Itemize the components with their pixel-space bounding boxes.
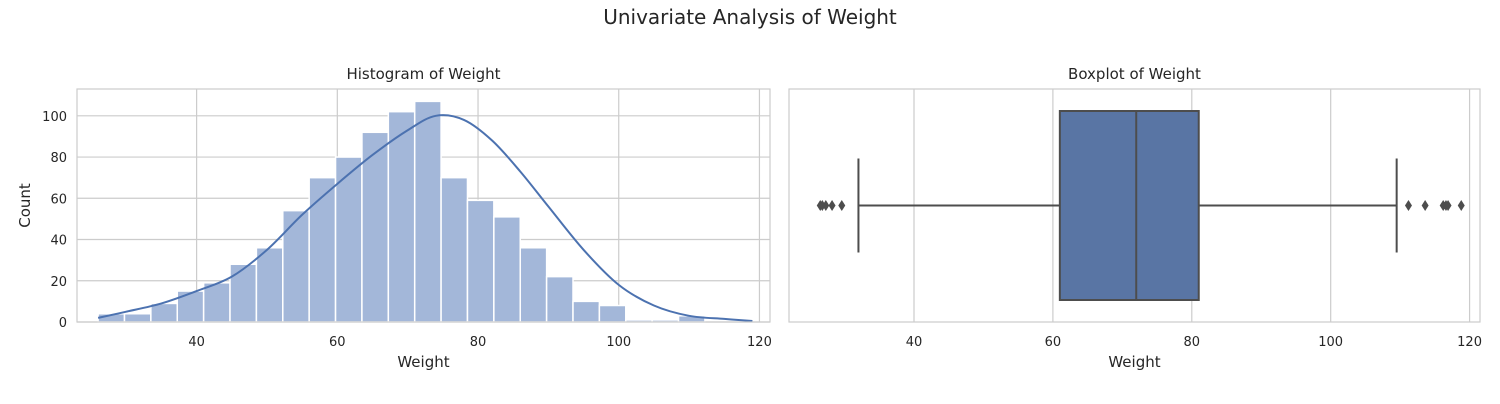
boxplot-outlier: [838, 200, 846, 211]
histogram-y-tick-label: 0: [59, 316, 67, 331]
histogram-bar: [123, 313, 152, 323]
boxplot-outlier: [828, 200, 836, 211]
boxplot-outlier: [1444, 200, 1452, 211]
histogram-bars: [97, 100, 706, 323]
histogram-bar: [440, 176, 469, 323]
histogram-bar: [519, 247, 548, 323]
boxplot-box: [1058, 110, 1200, 301]
boxplot-outlier: [1457, 200, 1465, 211]
histogram-bar: [493, 216, 521, 323]
boxplot-x-tick-label: 80: [1184, 335, 1201, 350]
histogram-bar: [202, 282, 231, 323]
histogram-x-tick-label: 60: [329, 335, 346, 350]
histogram-bar: [361, 131, 390, 323]
histogram-y-tick-label: 80: [50, 151, 67, 166]
boxplot-frame: [788, 88, 1481, 323]
boxplot-outlier: [1421, 200, 1429, 211]
histogram-bar: [466, 199, 495, 323]
boxplot-panel: Boxplot of Weight 40 60 80 100 120 Weight: [788, 65, 1482, 371]
histogram-panel: Histogram of Weight 40 60 80 100 120 0 20 40 60…: [16, 65, 772, 371]
boxplot-x-label: Weight: [1108, 353, 1160, 371]
histogram-x-label: Weight: [397, 353, 449, 371]
histogram-bar: [282, 209, 310, 323]
histogram-title: Histogram of Weight: [346, 65, 500, 83]
histogram-y-tick-label: 100: [42, 110, 67, 125]
histogram-bar: [598, 304, 627, 323]
boxplot-x-tick-label: 60: [1045, 335, 1062, 350]
histogram-bar: [387, 110, 416, 323]
boxplot-x-tick-label: 120: [1457, 335, 1482, 350]
histogram-y-ticks: 0 20 40 60 80 100: [42, 110, 67, 331]
boxplot-outlier: [1404, 200, 1412, 211]
histogram-y-tick-label: 20: [50, 275, 67, 290]
boxplot-x-tick-label: 100: [1318, 335, 1343, 350]
boxplot-x-ticks: 40 60 80 100 120: [906, 335, 1482, 350]
histogram-x-tick-label: 100: [606, 335, 631, 350]
boxplot-outlier: [822, 200, 830, 211]
boxplot-title: Boxplot of Weight: [1068, 65, 1201, 83]
histogram-x-tick-label: 40: [188, 335, 205, 350]
histogram-bar: [229, 263, 258, 323]
histogram-y-label: Count: [16, 183, 34, 228]
histogram-bar: [308, 176, 337, 323]
histogram-x-ticks: 40 60 80 100 120: [188, 335, 772, 350]
histogram-y-tick-label: 40: [50, 234, 67, 249]
figure-title: Univariate Analysis of Weight: [603, 5, 897, 29]
histogram-bar: [545, 275, 574, 323]
histogram-bar: [413, 100, 442, 323]
histogram-frame: [76, 88, 771, 323]
histogram-kde-line: [97, 114, 753, 322]
histogram-y-tick-label: 60: [50, 192, 67, 207]
histogram-x-tick-label: 120: [747, 335, 772, 350]
histogram-bar: [572, 300, 601, 323]
boxplot-marks: [816, 110, 1465, 301]
histogram-x-tick-label: 80: [470, 335, 487, 350]
boxplot-x-tick-label: 40: [906, 335, 923, 350]
histogram-bar: [176, 290, 205, 323]
histogram-bar: [255, 247, 284, 323]
